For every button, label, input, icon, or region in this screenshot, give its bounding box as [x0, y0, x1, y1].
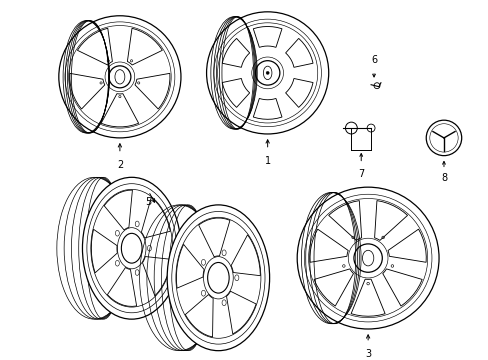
Text: 3: 3	[365, 349, 370, 359]
Text: 6: 6	[370, 55, 376, 65]
Circle shape	[265, 71, 268, 75]
Ellipse shape	[82, 177, 181, 319]
Text: 5: 5	[145, 197, 151, 207]
Text: 2: 2	[117, 159, 123, 170]
Text: 1: 1	[264, 156, 270, 166]
Text: 4: 4	[230, 218, 237, 228]
Text: 7: 7	[357, 170, 364, 179]
Ellipse shape	[167, 205, 269, 351]
Text: 8: 8	[440, 174, 446, 183]
